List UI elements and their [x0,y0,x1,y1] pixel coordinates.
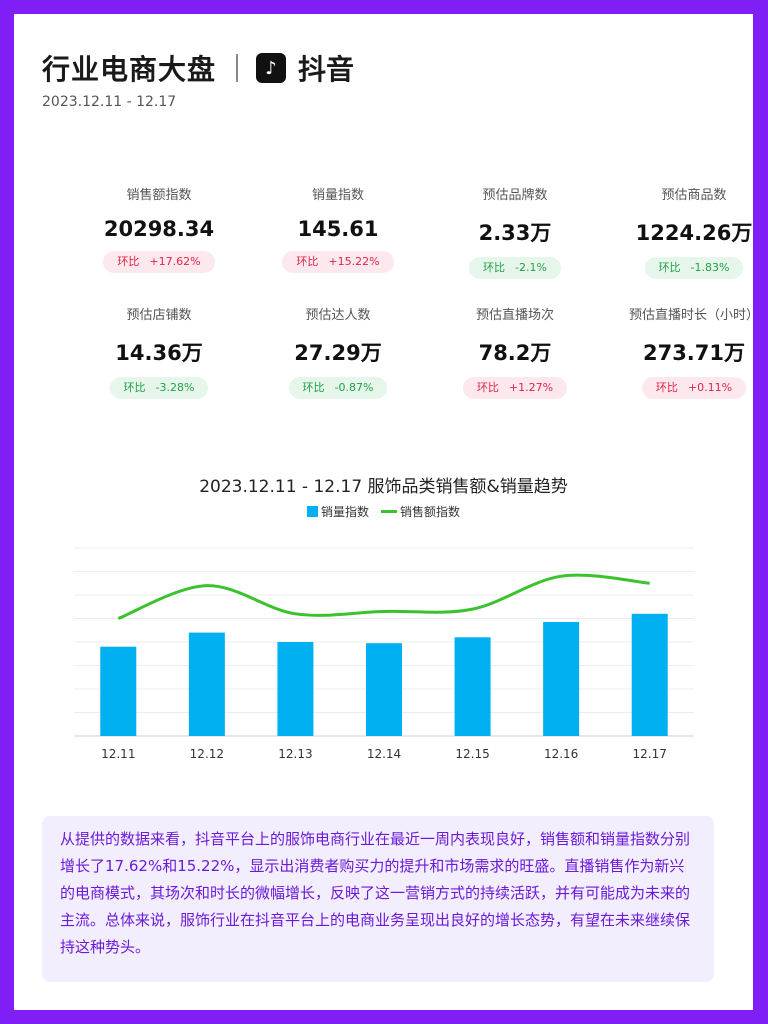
badge-value: -3.28% [155,381,195,394]
bar-sales-volume-12.15 [454,637,491,736]
x-tick-label: 12.16 [544,747,578,761]
metric-label: 预估店铺数 [126,308,192,323]
metric-label: 销售额指数 [126,188,192,203]
badge-label: 环比 [658,261,681,274]
metric-card: 预估达人数 27.29万环比 -0.87% [248,304,428,399]
metric-label: 预估直播时长（小时） [628,308,759,323]
metric-card: 销售额指数 20298.34 环比 +17.62% [69,184,249,273]
legend-line-swatch [381,510,397,513]
badge-value: -0.87% [334,381,374,394]
change-badge: 环比 +17.62% [103,251,215,273]
change-badge: 环比 +1.27% [462,377,568,399]
badge-label: 环比 [302,381,325,394]
metric-value: 20298.34 [103,217,215,241]
bar-sales-volume-12.16 [543,622,580,736]
chart-title: 2023.12.11 - 12.17 服饰品类销售额&销量趋势 [199,477,568,497]
badge-value: -1.83% [690,261,730,274]
x-tick-label: 12.15 [455,747,489,761]
platform-name: 抖音 [298,53,355,86]
legend-bar-label: 销量指数 [320,505,369,519]
metric-value: 2.33万 [478,221,552,245]
douyin-logo-icon: ♪ [256,53,287,83]
date-range: 2023.12.11 - 12.17 [42,94,177,110]
badge-value: +17.62% [149,255,201,268]
report-card: 行业电商大盘 ♪ 抖音 2023.12.11 - 12.17 销售额指数 2029… [14,14,759,1010]
x-tick-label: 12.17 [633,747,667,761]
metric-value: 273.71万 [642,341,746,365]
metric-value: 1224.26万 [635,221,753,245]
metric-card: 预估品牌数 2.33万环比 -2.1% [425,184,605,279]
summary-text: 从提供的数据来看，抖音平台上的服饰电商行业在最近一周内表现良好，销售额和销量指数… [60,830,691,956]
metric-value: 27.29万 [294,341,382,365]
metric-label: 销量指数 [311,188,364,203]
bar-sales-volume-12.14 [366,643,402,736]
bar-sales-volume-12.12 [188,632,225,736]
bar-sales-volume-12.11 [100,646,137,736]
x-tick-label: 12.11 [101,747,135,761]
metric-label: 预估达人数 [305,308,371,323]
badge-label: 环比 [296,255,319,268]
x-tick-label: 12.14 [367,747,401,761]
title-divider [236,54,239,82]
badge-value: +1.27% [508,381,554,394]
change-badge: 环比 -0.87% [288,377,388,399]
metric-value: 145.61 [297,217,379,241]
bar-sales-volume-12.17 [631,613,668,736]
metric-value: 14.36万 [115,341,203,365]
bar-sales-volume-12.13 [277,642,314,736]
badge-label: 环比 [483,261,506,274]
badge-value: +0.11% [687,381,733,394]
metric-card: 预估直播场次 78.2万环比 +1.27% [425,304,605,399]
header: 行业电商大盘 ♪ 抖音 [42,48,354,88]
change-badge: 环比 -3.28% [109,377,209,399]
x-tick-label: 12.12 [190,747,224,761]
trend-chart: 12.11 12.12 12.13 12.14 12.15 12.16 12.17 [74,547,694,761]
metric-card: 预估店铺数 14.36万环比 -3.28% [69,304,249,399]
legend-bar-swatch [306,506,318,517]
badge-label: 环比 [655,381,678,394]
badge-label: 环比 [123,381,146,394]
badge-value: +15.22% [328,255,380,268]
change-badge: 环比 +0.11% [641,377,747,399]
metric-label: 预估直播场次 [475,308,554,323]
x-tick-label: 12.13 [278,747,312,761]
badge-value: -2.1% [515,261,547,274]
change-badge: 环比 -1.83% [644,257,744,279]
page-title: 行业电商大盘 [42,53,217,86]
chart-legend: 销量指数 销售额指数 [14,503,753,520]
legend-line-label: 销售额指数 [400,505,461,519]
metric-card: 预估商品数 1224.26万环比 -1.83% [604,184,768,279]
badge-label: 环比 [476,381,499,394]
change-badge: 环比 -2.1% [469,257,561,279]
metric-value: 78.2万 [478,341,552,365]
badge-label: 环比 [117,255,140,268]
metric-card: 预估直播时长（小时） 273.71万环比 +0.11% [604,304,768,399]
metric-label: 预估品牌数 [482,188,548,203]
metric-label: 预估商品数 [661,188,727,203]
change-badge: 环比 +15.22% [282,251,394,273]
metric-card: 销量指数 145.61 环比 +15.22% [248,184,428,273]
sales-amount-line [117,573,650,620]
summary-box: 从提供的数据来看，抖音平台上的服饰电商行业在最近一周内表现良好，销售额和销量指数… [42,816,714,982]
